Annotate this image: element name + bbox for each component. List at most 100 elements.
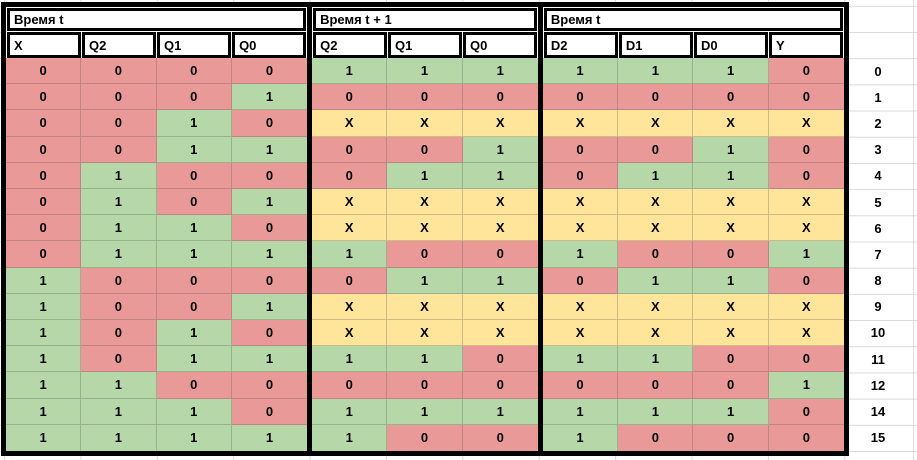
column-header[interactable]: X [7, 32, 82, 58]
column-header[interactable]: Q0 [462, 32, 537, 58]
data-cell[interactable]: 0 [81, 84, 157, 111]
data-cell[interactable]: 1 [312, 241, 388, 268]
data-cell[interactable]: 1 [387, 58, 463, 85]
data-cell[interactable]: 0 [542, 136, 619, 163]
data-cell[interactable]: 1 [81, 398, 157, 425]
column-header[interactable]: D1 [618, 32, 693, 58]
data-cell[interactable]: 1 [231, 136, 308, 163]
data-cell[interactable]: 0 [6, 84, 82, 111]
data-cell[interactable]: 0 [387, 372, 463, 399]
data-cell[interactable]: 1 [312, 346, 388, 373]
data-cell[interactable]: 1 [462, 267, 538, 294]
data-cell[interactable]: 1 [542, 346, 619, 373]
data-cell[interactable]: 0 [387, 241, 463, 268]
data-cell[interactable]: 1 [231, 189, 308, 216]
data-cell[interactable]: 1 [387, 162, 463, 189]
data-cell[interactable]: X [462, 189, 538, 216]
data-cell[interactable]: 1 [156, 136, 232, 163]
data-cell[interactable]: 1 [6, 346, 82, 373]
data-cell[interactable]: X [542, 189, 619, 216]
data-cell[interactable]: 1 [6, 267, 82, 294]
data-cell[interactable]: 0 [768, 267, 844, 294]
data-cell[interactable]: 1 [312, 424, 388, 451]
data-cell[interactable]: 1 [81, 424, 157, 451]
data-cell[interactable]: 1 [6, 372, 82, 399]
column-header[interactable]: Y [768, 32, 843, 58]
data-cell[interactable]: 0 [542, 84, 619, 111]
data-cell[interactable]: 0 [231, 267, 308, 294]
data-cell[interactable]: X [312, 215, 388, 242]
data-cell[interactable]: X [462, 320, 538, 347]
data-cell[interactable]: 0 [462, 372, 538, 399]
data-cell[interactable]: 1 [312, 58, 388, 85]
data-cell[interactable]: 0 [156, 189, 232, 216]
data-cell[interactable]: X [312, 189, 388, 216]
data-cell[interactable]: 0 [6, 189, 82, 216]
data-cell[interactable]: 0 [693, 84, 769, 111]
data-cell[interactable]: 0 [618, 241, 694, 268]
data-cell[interactable]: 0 [693, 241, 769, 268]
data-cell[interactable]: 1 [693, 398, 769, 425]
data-cell[interactable]: X [693, 320, 769, 347]
data-cell[interactable]: 1 [156, 110, 232, 137]
column-header[interactable]: Q2 [313, 32, 388, 58]
data-cell[interactable]: 0 [542, 162, 619, 189]
data-cell[interactable]: 1 [387, 267, 463, 294]
data-cell[interactable]: X [462, 110, 538, 137]
data-cell[interactable]: 0 [618, 424, 694, 451]
data-cell[interactable]: 0 [231, 110, 308, 137]
data-cell[interactable]: 1 [542, 241, 619, 268]
column-header[interactable]: Q0 [232, 32, 307, 58]
column-header[interactable]: D0 [693, 32, 768, 58]
data-cell[interactable]: 0 [156, 162, 232, 189]
data-cell[interactable]: 0 [81, 320, 157, 347]
data-cell[interactable]: 0 [462, 241, 538, 268]
data-cell[interactable]: 1 [81, 215, 157, 242]
data-cell[interactable]: X [312, 110, 388, 137]
data-cell[interactable]: X [387, 189, 463, 216]
data-cell[interactable]: 1 [231, 84, 308, 111]
data-cell[interactable]: 1 [81, 162, 157, 189]
data-cell[interactable]: X [693, 189, 769, 216]
data-cell[interactable]: 0 [6, 241, 82, 268]
data-cell[interactable]: 1 [462, 398, 538, 425]
data-cell[interactable]: 1 [618, 162, 694, 189]
data-cell[interactable]: X [693, 110, 769, 137]
column-header[interactable]: D2 [543, 32, 618, 58]
data-cell[interactable]: 1 [768, 372, 844, 399]
data-cell[interactable]: 0 [6, 110, 82, 137]
data-cell[interactable]: X [387, 110, 463, 137]
data-cell[interactable]: X [618, 320, 694, 347]
data-cell[interactable]: 0 [618, 84, 694, 111]
data-cell[interactable]: X [618, 215, 694, 242]
data-cell[interactable]: 0 [231, 372, 308, 399]
data-cell[interactable]: X [542, 110, 619, 137]
data-cell[interactable]: 0 [693, 346, 769, 373]
data-cell[interactable]: 1 [387, 346, 463, 373]
data-cell[interactable]: X [312, 320, 388, 347]
data-cell[interactable]: 0 [81, 136, 157, 163]
data-cell[interactable]: 0 [156, 84, 232, 111]
data-cell[interactable]: 1 [618, 58, 694, 85]
data-cell[interactable]: 0 [156, 58, 232, 85]
data-cell[interactable]: X [312, 293, 388, 320]
data-cell[interactable]: 0 [156, 293, 232, 320]
data-cell[interactable]: 0 [768, 424, 844, 451]
section-title[interactable]: Время t [7, 8, 307, 31]
data-cell[interactable]: 1 [618, 346, 694, 373]
data-cell[interactable]: 0 [81, 293, 157, 320]
data-cell[interactable]: 0 [312, 136, 388, 163]
data-cell[interactable]: 0 [387, 424, 463, 451]
data-cell[interactable]: 1 [6, 320, 82, 347]
data-cell[interactable]: 1 [618, 267, 694, 294]
data-cell[interactable]: 0 [768, 84, 844, 111]
data-cell[interactable]: 1 [693, 136, 769, 163]
column-header[interactable]: Q2 [82, 32, 157, 58]
data-cell[interactable]: 1 [81, 372, 157, 399]
data-cell[interactable]: X [768, 320, 844, 347]
data-cell[interactable]: 1 [231, 424, 308, 451]
data-cell[interactable]: X [387, 293, 463, 320]
column-header[interactable]: Q1 [157, 32, 232, 58]
section-title[interactable]: Время t + 1 [313, 8, 537, 31]
data-cell[interactable]: 1 [231, 346, 308, 373]
